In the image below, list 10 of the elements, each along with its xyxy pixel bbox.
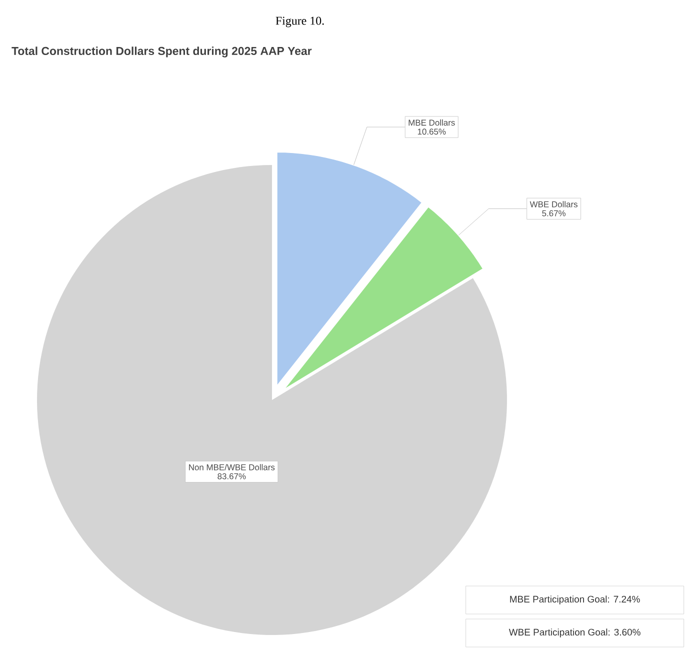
text: WBE Participation Goal: 3.60% xyxy=(508,628,640,638)
chart-title: Total Construction Dollars Spent during 2025 AAP Year xyxy=(12,46,312,58)
data-label: 10.65% xyxy=(418,128,446,135)
data-label: 83.67% xyxy=(218,473,246,480)
slice-label: MBE Dollars xyxy=(408,119,455,126)
text: MBE Participation Goal: 7.24% xyxy=(510,596,640,604)
slice-label: WBE Dollars xyxy=(530,201,578,208)
data-label: 5.67% xyxy=(542,210,566,216)
slice-label: Non MBE/WBE Dollars xyxy=(189,464,275,470)
caption: Figure 10. xyxy=(276,16,324,28)
